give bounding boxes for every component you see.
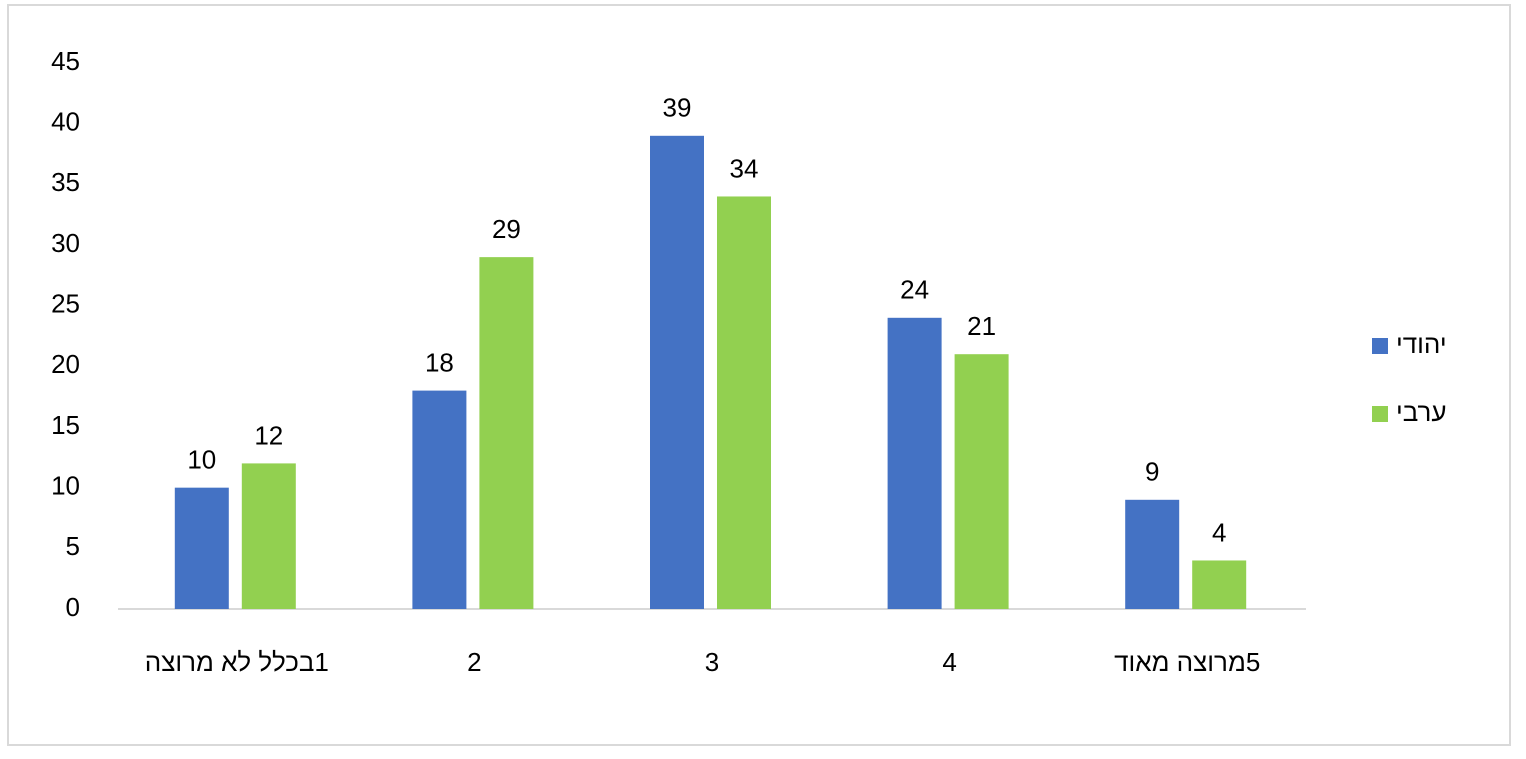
data-label: 18 — [425, 347, 454, 377]
data-label: 24 — [900, 275, 929, 305]
data-label: 29 — [492, 214, 521, 244]
x-tick-label: 5מרוצה מאוד — [1114, 647, 1261, 677]
x-tick-label: 1בכלל לא מרוצה — [144, 647, 329, 677]
data-label: 12 — [254, 420, 283, 450]
bar — [954, 354, 1009, 609]
bar — [1125, 499, 1180, 609]
x-tick-label: 4 — [942, 647, 957, 677]
y-tick-label: 25 — [51, 289, 80, 319]
data-label: 34 — [730, 153, 759, 183]
legend-swatch — [1372, 338, 1388, 354]
bar — [412, 390, 467, 609]
data-label: 10 — [187, 445, 216, 475]
data-label: 21 — [967, 311, 996, 341]
bar — [174, 487, 229, 609]
y-tick-label: 35 — [51, 167, 80, 197]
bar — [887, 317, 942, 609]
y-tick-label: 20 — [51, 349, 80, 379]
y-tick-label: 45 — [51, 46, 80, 76]
x-tick-label: 2 — [467, 647, 482, 677]
bar — [1192, 560, 1247, 609]
legend-swatch — [1372, 406, 1388, 422]
bar — [650, 135, 704, 610]
bar — [717, 196, 771, 609]
y-tick-label: 0 — [66, 592, 80, 622]
legend-label: יהודי — [1396, 329, 1447, 359]
legend-label: ערבי — [1396, 397, 1447, 427]
y-tick-label: 5 — [66, 531, 80, 561]
data-label: 9 — [1145, 457, 1159, 487]
x-tick-label: 3 — [704, 647, 720, 677]
bar — [241, 463, 296, 609]
data-label: 4 — [1212, 517, 1226, 547]
y-tick-label: 15 — [51, 410, 80, 440]
y-tick-label: 30 — [51, 228, 80, 258]
bar — [479, 257, 534, 609]
y-tick-label: 40 — [51, 107, 80, 137]
data-label: 39 — [663, 93, 692, 123]
y-tick-label: 10 — [51, 471, 80, 501]
